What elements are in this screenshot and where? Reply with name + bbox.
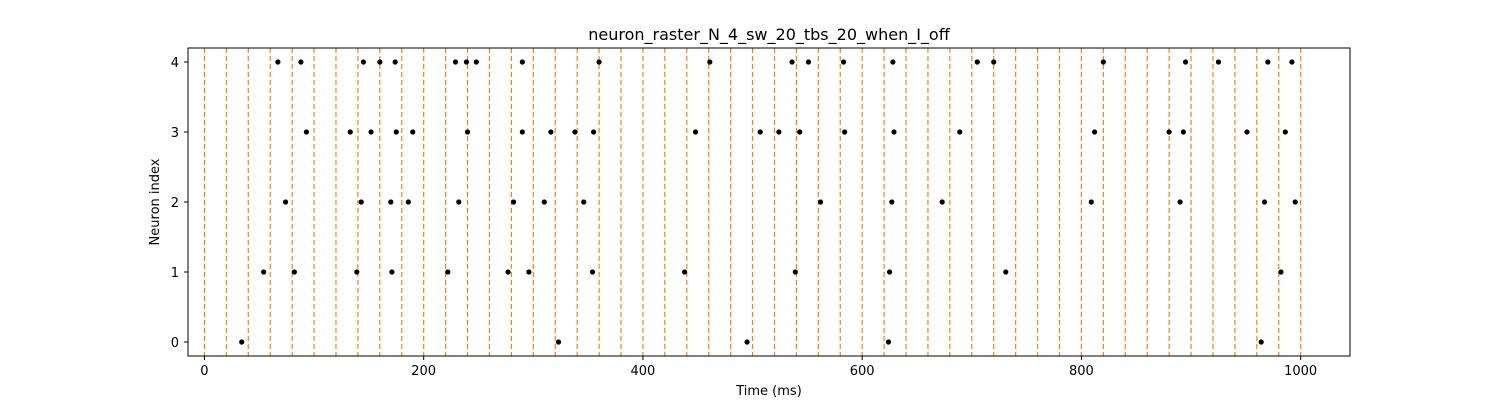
spike-point	[519, 59, 525, 65]
spike-point	[282, 199, 289, 205]
spike-point	[541, 199, 547, 205]
spike-point	[452, 59, 459, 65]
spike-point	[360, 59, 366, 65]
spike-point	[681, 269, 688, 275]
x-tick-label: 400	[631, 364, 656, 379]
x-axis-label: Time (ms)	[735, 384, 802, 399]
spike-point	[275, 59, 281, 65]
spike-point	[377, 59, 383, 65]
spike-point	[776, 129, 782, 135]
spike-point	[1088, 199, 1094, 205]
spike-point	[1091, 129, 1098, 135]
y-tick-label: 3	[171, 126, 179, 141]
spike-point	[840, 59, 847, 65]
spike-point	[744, 339, 750, 345]
spike-point	[891, 129, 897, 135]
spike-point	[886, 269, 893, 275]
spike-point	[991, 59, 997, 65]
spike-point	[1244, 129, 1250, 135]
spike-point	[596, 59, 602, 65]
spike-point	[1292, 199, 1298, 205]
spike-point	[792, 269, 798, 275]
spike-point	[885, 339, 892, 345]
y-tick-label: 4	[171, 56, 179, 71]
spike-point	[890, 59, 896, 65]
spike-point	[303, 129, 309, 135]
spike-point	[368, 129, 374, 135]
spike-point	[358, 199, 364, 205]
spike-point	[842, 129, 848, 135]
spike-point	[591, 129, 597, 135]
spike-point	[555, 339, 562, 345]
spike-point	[1258, 339, 1264, 345]
spike-point	[239, 339, 245, 345]
spike-point	[789, 59, 795, 65]
spike-point	[519, 129, 525, 135]
chart-title: neuron_raster_N_4_sw_20_tbs_20_when_I_of…	[588, 25, 950, 45]
x-tick-label: 1000	[1284, 364, 1317, 379]
spike-point	[939, 199, 945, 205]
event-lines	[203, 48, 1302, 356]
spike-point	[392, 59, 398, 65]
spike-point	[456, 199, 462, 205]
spike-point	[692, 129, 699, 135]
y-axis-label: Neuron index	[148, 158, 163, 245]
spike-point	[797, 129, 803, 135]
spike-point	[957, 129, 963, 135]
spike-point	[589, 269, 596, 275]
spike-point	[1003, 269, 1009, 275]
x-tick-label: 0	[200, 364, 208, 379]
spike-point	[1177, 199, 1183, 205]
spike-point	[1100, 59, 1106, 65]
spike-point	[393, 129, 399, 135]
spike-point	[548, 129, 554, 135]
y-tick-label: 0	[171, 336, 179, 351]
spike-point	[389, 269, 395, 275]
spike-point	[445, 269, 451, 275]
spike-point	[526, 269, 532, 275]
spike-point	[757, 129, 763, 135]
spike-point	[572, 129, 578, 135]
spike-point	[1282, 129, 1288, 135]
spike-point	[1182, 59, 1189, 65]
x-tick-label: 200	[411, 364, 436, 379]
spike-point	[510, 199, 517, 205]
spike-point	[805, 59, 812, 65]
spike-point	[473, 59, 479, 65]
spike-point	[291, 269, 297, 275]
spike-point	[464, 129, 471, 135]
x-axis: 0 200 400 600 800 1000	[200, 356, 1317, 379]
spike-point	[463, 59, 470, 65]
spike-point	[1180, 129, 1186, 135]
spike-point	[388, 199, 394, 205]
y-tick-label: 2	[171, 196, 179, 211]
spike-point	[974, 59, 980, 65]
y-axis: 0 1 2 3 4	[171, 56, 188, 351]
spike-point	[707, 59, 713, 65]
spike-point	[347, 129, 353, 135]
spike-point	[1166, 129, 1172, 135]
spike-point	[354, 269, 360, 275]
spike-point	[1289, 59, 1295, 65]
spike-points	[239, 59, 1298, 345]
spike-point	[1278, 269, 1284, 275]
spike-point	[261, 269, 267, 275]
spike-point	[410, 129, 416, 135]
spike-point	[889, 199, 895, 205]
spike-point	[298, 59, 304, 65]
x-tick-label: 600	[850, 364, 875, 379]
spike-point	[1215, 59, 1222, 65]
spike-point	[581, 199, 587, 205]
spike-point	[817, 199, 824, 205]
spike-point	[405, 199, 411, 205]
spike-point	[1261, 199, 1268, 205]
spike-point	[1265, 59, 1271, 65]
y-tick-label: 1	[171, 266, 179, 281]
x-tick-label: 800	[1069, 364, 1094, 379]
spike-point	[505, 269, 511, 275]
